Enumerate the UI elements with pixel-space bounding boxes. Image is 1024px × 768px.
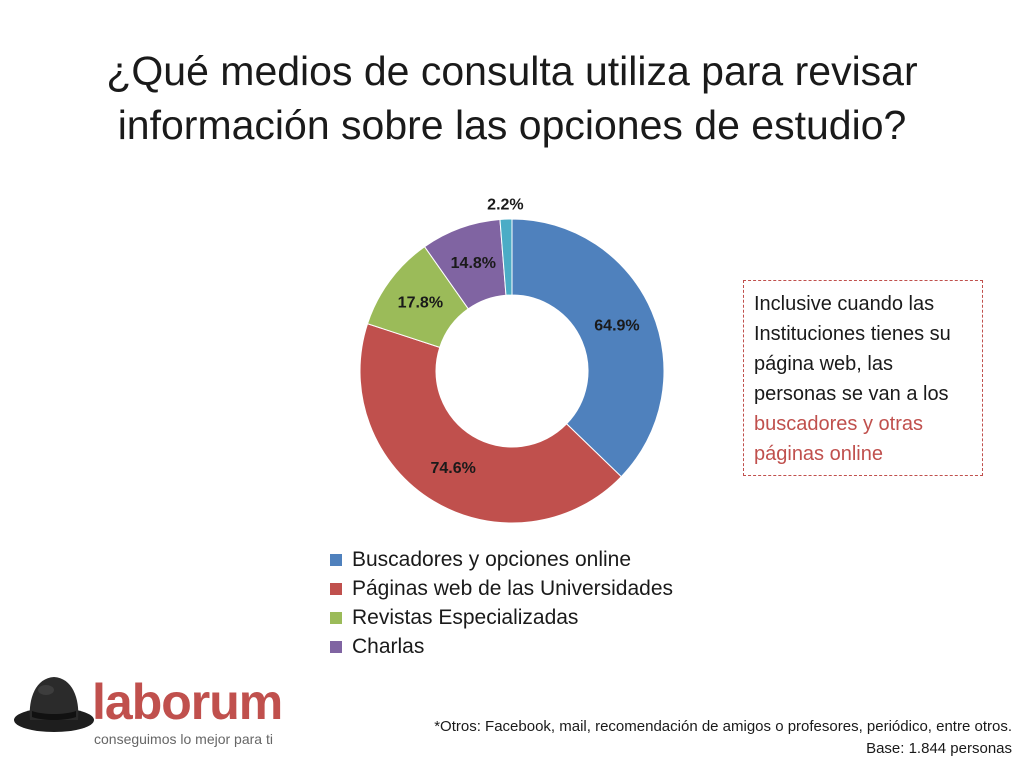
legend-swatch-green bbox=[330, 611, 342, 624]
callout-text: Inclusive cuando las Instituciones tiene… bbox=[754, 293, 951, 405]
legend-swatch-red bbox=[330, 582, 342, 595]
donut-slices bbox=[359, 218, 665, 524]
legend-label: Revistas Especializadas bbox=[352, 605, 579, 629]
legend-label: Charlas bbox=[352, 634, 425, 658]
footnote-line-1: *Otros: Facebook, mail, recomendación de… bbox=[434, 718, 1012, 735]
laborum-logo: laborum conseguimos lo mejor para ti bbox=[12, 668, 302, 753]
legend-item-buscadores: Buscadores y opciones online bbox=[330, 545, 673, 574]
label-otros: 2.2% bbox=[487, 196, 523, 213]
label-charlas: 14.8% bbox=[451, 255, 496, 272]
footnote: *Otros: Facebook, mail, recomendación de… bbox=[434, 716, 1012, 760]
slice-otros bbox=[499, 218, 513, 296]
logo-tagline: conseguimos lo mejor para ti bbox=[94, 731, 273, 747]
label-buscadores: 64.9% bbox=[594, 318, 639, 335]
footnote-base: Base: 1.844 personas bbox=[866, 740, 1012, 757]
slice-buscadores bbox=[511, 218, 665, 478]
insight-callout: Inclusive cuando las Instituciones tiene… bbox=[743, 280, 983, 476]
logo-wordmark: laborum bbox=[92, 674, 283, 730]
bowler-hat-icon bbox=[14, 677, 94, 732]
donut-data-labels: 64.9% 74.6% 17.8% 14.8% 2.2% bbox=[398, 196, 640, 477]
title-line-1: ¿Qué medios de consulta utiliza para rev… bbox=[106, 48, 918, 94]
label-universidades: 74.6% bbox=[430, 460, 475, 477]
legend-swatch-purple bbox=[330, 640, 342, 653]
legend-item-revistas: Revistas Especializadas bbox=[330, 603, 673, 632]
slide-title: ¿Qué medios de consulta utiliza para rev… bbox=[60, 44, 964, 152]
legend-item-universidades: Páginas web de las Universidades bbox=[330, 574, 673, 603]
legend-label: Páginas web de las Universidades bbox=[352, 576, 674, 600]
legend-item-charlas: Charlas bbox=[330, 632, 673, 661]
chart-legend: Buscadores y opciones online Páginas web… bbox=[330, 545, 673, 661]
callout-highlight: buscadores y otras páginas online bbox=[754, 413, 923, 465]
legend-label: Buscadores y opciones online bbox=[352, 547, 632, 571]
donut-chart: 64.9% 74.6% 17.8% 14.8% 2.2% bbox=[359, 196, 665, 524]
legend-swatch-blue bbox=[330, 553, 342, 566]
label-revistas: 17.8% bbox=[398, 294, 443, 311]
title-line-2: información sobre las opciones de estudi… bbox=[117, 102, 907, 148]
slice-universidades bbox=[359, 323, 622, 524]
